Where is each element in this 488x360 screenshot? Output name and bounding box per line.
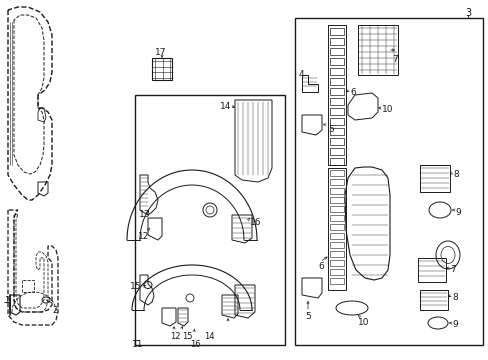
Bar: [329, 233, 343, 239]
Text: 7: 7: [391, 55, 397, 64]
Text: 3: 3: [464, 8, 470, 18]
Bar: [329, 260, 343, 266]
Bar: [329, 224, 343, 230]
Bar: [329, 278, 343, 284]
Text: 12: 12: [170, 332, 180, 341]
Bar: [329, 251, 343, 257]
Bar: [329, 206, 343, 212]
Bar: [329, 158, 343, 165]
Text: 14: 14: [203, 332, 214, 341]
Text: 10: 10: [357, 318, 369, 327]
Text: 15: 15: [182, 332, 192, 341]
Text: 5: 5: [305, 312, 310, 321]
Text: 2: 2: [52, 306, 57, 315]
Bar: [329, 58, 343, 65]
Bar: [329, 179, 343, 185]
Bar: [329, 48, 343, 55]
Bar: [329, 215, 343, 221]
Bar: [329, 78, 343, 85]
Bar: [329, 38, 343, 45]
Text: 7: 7: [449, 265, 455, 274]
Text: 5: 5: [327, 125, 333, 134]
Bar: [329, 188, 343, 194]
Text: 8: 8: [451, 293, 457, 302]
Text: 16: 16: [190, 340, 200, 349]
Bar: [329, 98, 343, 105]
Bar: [329, 148, 343, 155]
Text: 12: 12: [138, 232, 149, 241]
Bar: [329, 269, 343, 275]
Text: 9: 9: [451, 320, 457, 329]
Bar: [329, 118, 343, 125]
Bar: [329, 68, 343, 75]
Bar: [329, 242, 343, 248]
Text: 6: 6: [317, 262, 323, 271]
Bar: [329, 88, 343, 95]
Text: 15: 15: [130, 282, 141, 291]
Text: 10: 10: [381, 105, 393, 114]
Bar: [329, 197, 343, 203]
Text: 1: 1: [4, 296, 9, 305]
Bar: [329, 108, 343, 115]
Text: 13: 13: [139, 210, 150, 219]
Text: 16: 16: [249, 218, 261, 227]
Text: 17: 17: [155, 48, 166, 57]
Bar: [329, 128, 343, 135]
Bar: [329, 28, 343, 35]
Text: 14: 14: [220, 102, 231, 111]
Text: 9: 9: [454, 208, 460, 217]
Text: 8: 8: [452, 170, 458, 179]
Text: 4: 4: [298, 70, 304, 79]
Bar: [329, 170, 343, 176]
Bar: [329, 138, 343, 145]
Text: 11: 11: [132, 340, 143, 349]
Text: 6: 6: [349, 88, 355, 97]
